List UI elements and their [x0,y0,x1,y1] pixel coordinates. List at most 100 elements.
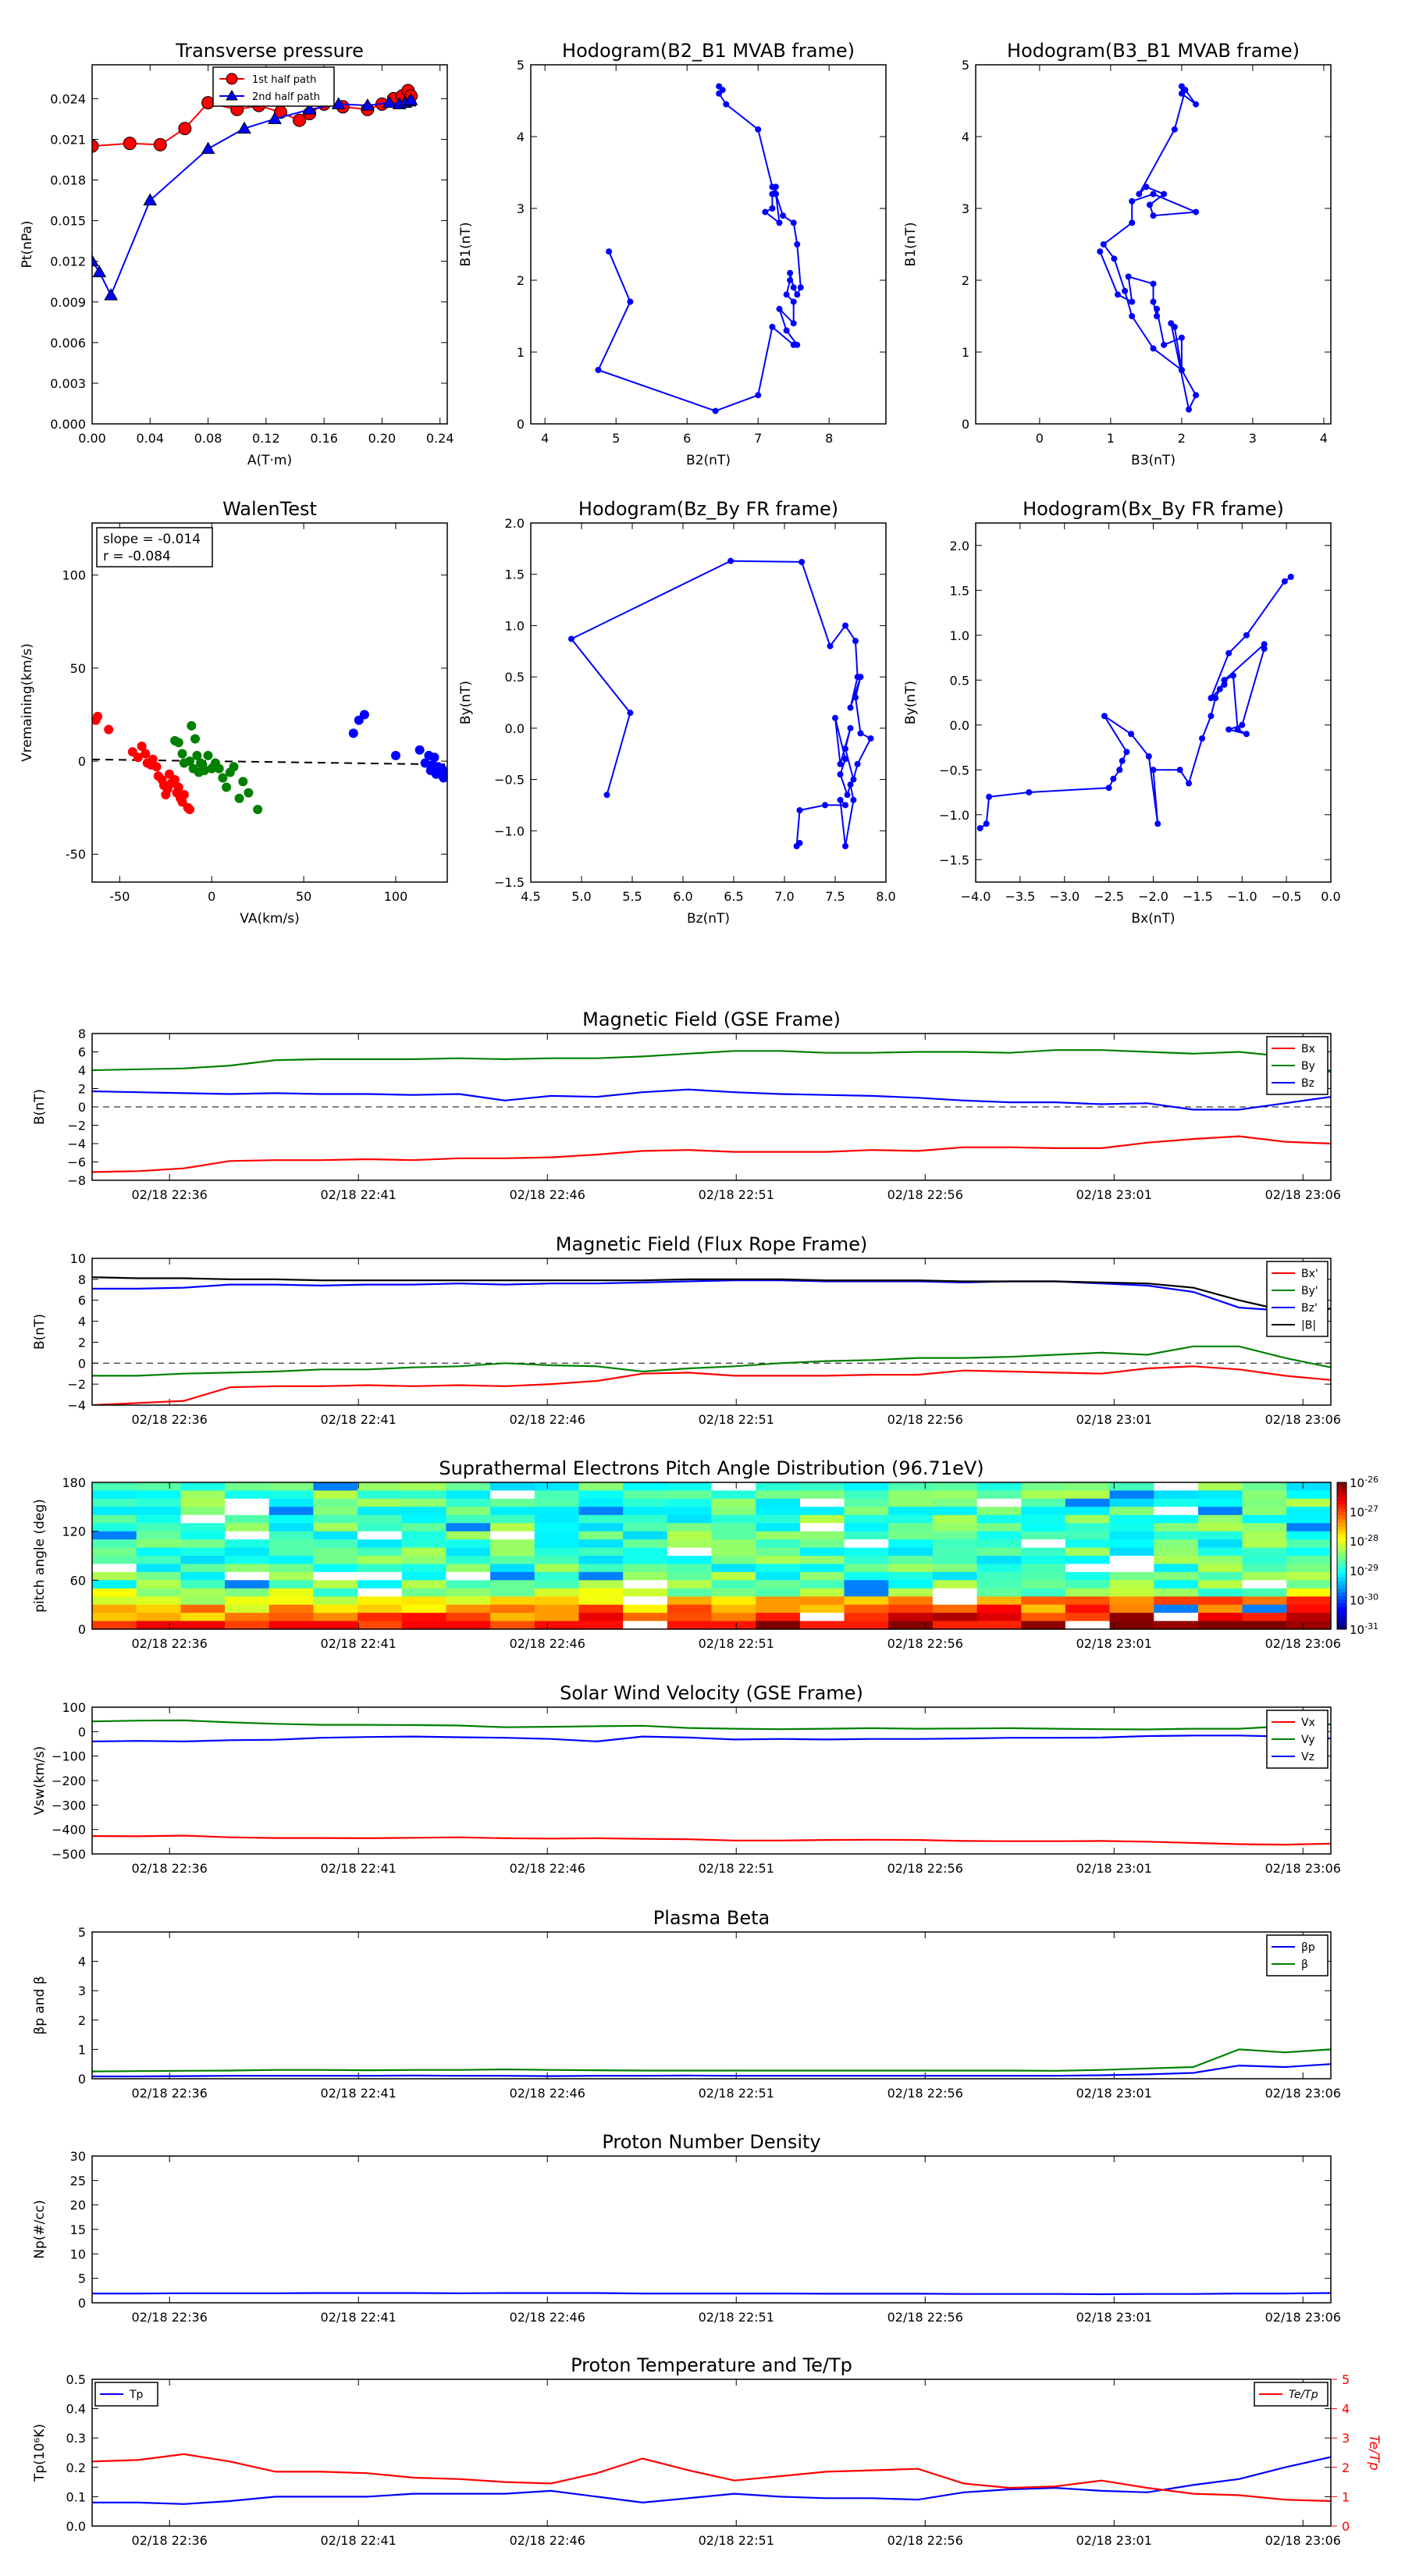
data-point [1243,731,1250,738]
plot-bg [92,2156,1331,2303]
heatmap-cell [1242,1490,1287,1500]
x-tick-label: 02/18 22:56 [887,1187,963,1202]
data-point [850,796,857,803]
heatmap-cell [1242,1507,1287,1516]
x-tick-label: 0.16 [310,431,338,446]
heatmap-cell [401,1507,447,1516]
heatmap-cell [1109,1547,1154,1557]
heatmap-cell [1065,1482,1111,1491]
x-tick-label: 02/18 22:36 [132,1412,208,1427]
legend-label: Bz' [1301,1302,1318,1315]
x-tick-label: 02/18 22:46 [510,2086,585,2101]
heatmap-cell [844,1613,889,1622]
data-point [1281,578,1288,585]
x-tick-label: 02/18 23:01 [1076,1861,1152,1876]
heatmap-cell [667,1498,713,1507]
colorbar-step [1337,1485,1346,1490]
data-point [606,248,613,255]
heatmap-cell [667,1621,713,1630]
heatmap-cell [1286,1514,1332,1524]
x-tick-label: 02/18 22:46 [510,1636,585,1651]
data-point [253,805,263,815]
heatmap-cell [446,1547,491,1557]
heatmap-cell [92,1621,137,1630]
data-point [1178,367,1185,373]
heatmap-cell [1021,1596,1066,1606]
chart-ts5: Proton Number Density 0 5 10 15 20 25 30 02/18 2… [32,2131,1341,2325]
heatmap-cell [932,1564,978,1573]
x-tick-label: 02/18 22:41 [321,1636,397,1651]
heatmap-cell [1198,1588,1243,1597]
heatmap-cell [180,1514,226,1524]
y-tick-label: 20 [70,2198,86,2213]
y-tick-label: 60 [70,1573,86,1588]
heatmap-cell [667,1523,713,1532]
data-point [1199,735,1206,742]
heatmap-cell [799,1498,845,1507]
plot-area [595,83,804,415]
heatmap-cell [1242,1588,1287,1597]
plot-frame [530,64,887,425]
data-point [1150,190,1157,197]
x-tick-label: 02/18 23:01 [1076,2533,1152,2548]
data-point [1154,820,1161,827]
y-tick-label: 0.5 [66,2372,86,2387]
data-point [794,291,801,298]
data-point [983,820,990,827]
heatmap-cell [1198,1507,1243,1516]
heatmap-cell [578,1564,624,1573]
x-tick-label: 02/18 22:51 [699,1187,774,1202]
data-point [173,738,183,748]
data-point [1116,767,1123,774]
heatmap-cell [976,1571,1022,1581]
x-tick-label: 02/18 22:56 [887,1636,963,1651]
legend-label: By [1301,1060,1315,1073]
chart-h1: Hodogram(B2_B1 MVAB frame) 4 5 6 7 8 0 1 2 3 4 5 B2(… [458,40,887,468]
series-line-Bx [92,1135,1331,1173]
y-tick-label: 1 [78,2042,86,2057]
data-point [844,792,851,799]
heatmap-cell [756,1514,801,1524]
data-point [1225,726,1232,733]
heatmap-cell [932,1498,978,1507]
data-point [1176,767,1183,774]
heatmap-cell [225,1539,270,1549]
colorbar-step [1337,1552,1346,1557]
legend-label: Vy [1301,1734,1315,1746]
x-tick-label: -50 [109,889,130,904]
heatmap-cell [180,1613,226,1622]
plot-frame [91,64,448,425]
data-point [331,97,346,109]
data-point [92,139,99,153]
y2-tick-label: 2 [1342,2460,1350,2475]
data-point [1150,212,1157,219]
x-tick-label: 7.0 [774,889,794,904]
heatmap-cell [92,1482,137,1491]
heatmap-cell [92,1596,137,1606]
heatmap-cell [490,1539,535,1549]
series-line-Tp [92,2456,1331,2505]
heatmap-cell [578,1507,624,1516]
y-tick-label: −200 [52,1774,86,1788]
x-tick-label: 02/18 22:56 [887,2086,963,2101]
y-tick-label: −4 [67,1137,86,1151]
colorbar-label-base: 10 [1350,1476,1364,1490]
data-point [1150,345,1157,352]
data-point [1145,753,1152,760]
data-point [857,674,864,681]
data-point [203,750,213,760]
data-point [867,735,874,742]
heatmap-cell [1109,1596,1154,1606]
heatmap-cell [401,1531,447,1540]
y-tick-label: 4 [78,1063,86,1078]
heatmap-cell [1021,1571,1066,1581]
y-tick-label: −0.5 [494,773,525,788]
heatmap-cell [401,1604,447,1614]
heatmap-cell [844,1482,889,1491]
data-point [1186,406,1192,413]
colorbar-step [1337,1617,1346,1623]
heatmap-cell [756,1613,801,1622]
legend-label: Bz [1301,1077,1314,1090]
heatmap-cell [799,1482,845,1491]
data-point [1193,208,1200,215]
